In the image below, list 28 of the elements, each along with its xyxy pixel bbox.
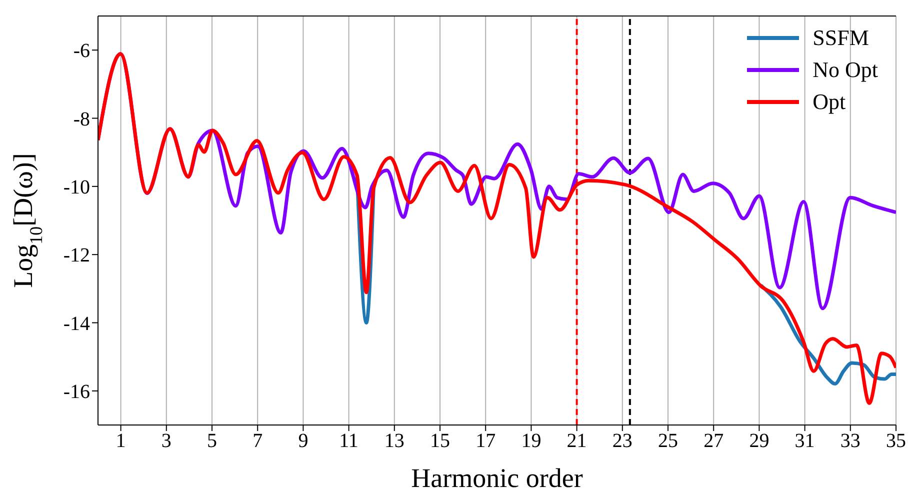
legend-label: SSFM [812, 25, 869, 51]
x-tick-label: 27 [704, 430, 724, 452]
legend-label: No Opt [812, 57, 878, 83]
x-tick-label: 33 [840, 430, 860, 452]
x-tick-label: 19 [521, 430, 542, 452]
legend-label: Opt [812, 89, 846, 115]
x-tick-label: 21 [566, 430, 587, 452]
y-tick-label: -16 [63, 381, 90, 404]
x-tick-label: 7 [252, 430, 263, 452]
x-tick-label: 31 [794, 430, 815, 452]
x-tick-label: 5 [207, 430, 217, 452]
y-tick-label: -10 [63, 176, 90, 199]
x-tick-label: 25 [658, 430, 678, 452]
x-tick-label: 3 [161, 430, 172, 452]
y-tick-label: -12 [63, 244, 90, 267]
y-tick-label: -14 [63, 312, 90, 335]
x-tick-label: 9 [298, 430, 308, 452]
x-tick-label: 17 [476, 430, 496, 452]
x-tick-label: 23 [612, 430, 632, 452]
y-tick-label: -8 [73, 108, 90, 130]
x-tick-label: 15 [430, 430, 450, 452]
x-tick-label: 35 [886, 430, 906, 452]
x-tick-label: 1 [116, 430, 126, 452]
x-tick-label: 13 [384, 430, 404, 452]
x-tick-label: 29 [749, 430, 770, 452]
x-tick-label: 11 [339, 430, 358, 452]
y-tick-label: -6 [73, 40, 90, 62]
x-axis-title: Harmonic order [411, 463, 583, 493]
